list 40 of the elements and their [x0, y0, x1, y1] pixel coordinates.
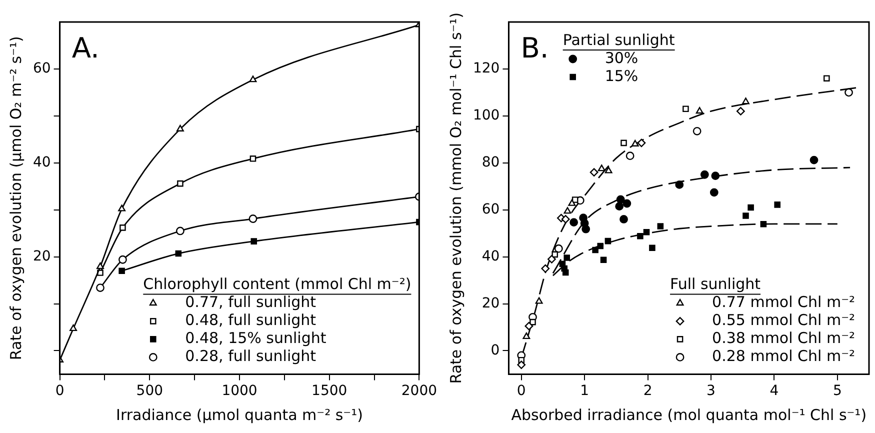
legend-label: 0.48, 15% sunlight: [185, 329, 326, 348]
legend-label: 15%: [604, 66, 638, 85]
chart-title: B.: [520, 31, 549, 64]
y-tick-label: 60: [482, 201, 500, 218]
legend-title: Partial sunlight: [562, 30, 675, 49]
x-tick-label: 2000: [401, 383, 438, 400]
x-axis-title: Absorbed irradiance (mol quanta mol⁻¹ Chl s⁻¹): [511, 406, 867, 424]
y-tick-label: 80: [482, 154, 500, 171]
y-tick-label: 0: [490, 342, 500, 358]
x-tick-label: 1500: [312, 383, 348, 400]
chart-title: A.: [72, 31, 100, 64]
y-tick-label: 120: [472, 60, 500, 77]
x-tick-label: 5: [832, 383, 842, 400]
y-tick-label: 60: [32, 60, 51, 77]
x-tick-label: 1: [580, 383, 590, 400]
x-tick-label: 1000: [222, 383, 258, 400]
x-axis-title: Irradiance (μmol quanta m⁻² s⁻¹): [116, 406, 363, 424]
y-tick-label: 20: [32, 248, 51, 264]
legend-label: 0.77 mmol Chl m⁻²: [712, 293, 856, 312]
x-tick-label: 500: [136, 383, 164, 400]
legend-label: 0.38 mmol Chl m⁻²: [712, 329, 856, 348]
x-tick-label: 3: [706, 383, 716, 400]
legend-label: 0.55 mmol Chl m⁻²: [712, 311, 856, 330]
y-axis-title: Rate of oxygen evolution (mmol O₂ mol⁻¹ Chl s⁻¹): [446, 12, 465, 384]
x-tick-label: 0: [55, 383, 64, 400]
y-tick-label: 40: [32, 154, 51, 171]
legend-label: 30%: [604, 48, 638, 67]
x-tick-label: 0: [516, 383, 526, 400]
y-axis-title: Rate of oxygen evolution (μmol O₂ m⁻² s⁻¹): [6, 36, 25, 360]
legend-label: 0.28, full sunlight: [185, 347, 316, 366]
legend-label: 0.28 mmol Chl m⁻²: [712, 347, 856, 366]
x-tick-label: 4: [770, 383, 779, 400]
y-tick-label: 20: [482, 295, 500, 312]
legend-label: 0.77, full sunlight: [185, 293, 316, 312]
x-tick-label: 2: [643, 383, 652, 400]
y-tick-label: 100: [472, 108, 500, 124]
y-tick-label: 40: [482, 248, 500, 264]
annotation: Full sunlight: [670, 275, 761, 294]
legend-title: Chlorophyll content (mmol Chl m⁻²): [143, 275, 412, 294]
legend-label: 0.48, full sunlight: [185, 311, 316, 330]
